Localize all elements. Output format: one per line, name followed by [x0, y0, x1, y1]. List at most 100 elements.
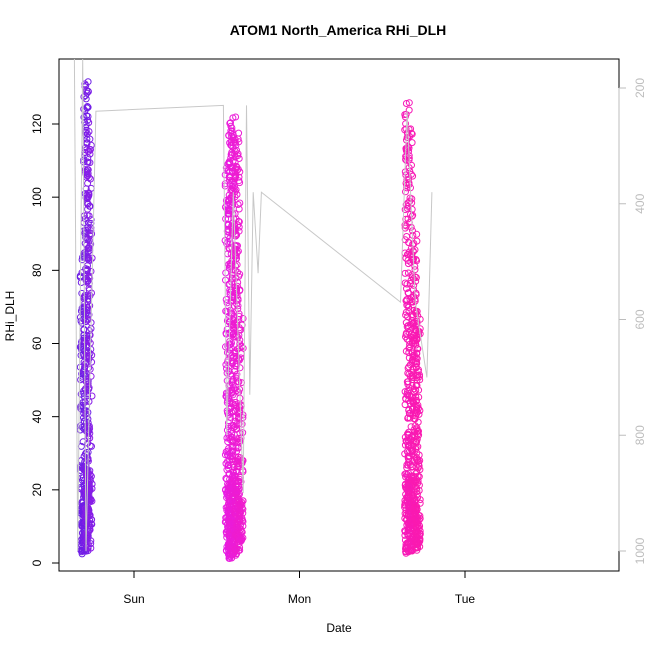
data-point [410, 318, 418, 326]
data-point [231, 348, 239, 356]
data-point [401, 388, 409, 396]
data-point [81, 80, 89, 88]
data-point [404, 380, 412, 388]
y-tick-label: 20 [30, 483, 44, 497]
data-point [87, 146, 94, 153]
data-point [412, 455, 420, 463]
data-point [87, 540, 95, 548]
data-point [233, 248, 241, 256]
data-point [231, 398, 239, 406]
data-point [413, 404, 420, 412]
data-point [236, 168, 244, 176]
data-point [80, 93, 88, 101]
data-point [234, 305, 242, 313]
data-point [85, 128, 93, 135]
data-point [412, 528, 420, 536]
data-point [411, 539, 419, 547]
data-point [401, 206, 409, 214]
data-point [88, 230, 96, 238]
data-point [236, 364, 244, 372]
data-point [86, 467, 94, 475]
data-point [234, 296, 242, 304]
data-point [236, 438, 244, 446]
data-point [234, 378, 242, 386]
data-point [236, 504, 244, 512]
data-point [413, 435, 421, 443]
data-point [402, 188, 409, 196]
data-point [416, 530, 424, 538]
data-point [413, 544, 421, 552]
data-point [234, 410, 242, 418]
data-point [222, 296, 230, 303]
data-point [225, 419, 232, 427]
data-point [80, 340, 87, 348]
data-point [404, 289, 412, 297]
data-point [235, 500, 242, 508]
data-point [405, 239, 413, 247]
data-point [413, 536, 421, 544]
data-point [228, 274, 236, 282]
plot-frame [58, 58, 620, 572]
data-point [412, 393, 420, 401]
data-point [239, 315, 247, 322]
data-point [232, 232, 240, 240]
data-point [87, 267, 95, 275]
data-point [414, 443, 422, 451]
data-point [231, 136, 239, 144]
data-point [414, 430, 422, 438]
data-point [409, 495, 417, 503]
y2-tick-label: 1000 [633, 537, 647, 564]
data-point [228, 202, 236, 210]
data-point [233, 191, 241, 198]
data-point [408, 253, 416, 261]
data-point [412, 354, 420, 362]
data-point [413, 230, 421, 238]
data-point [228, 430, 236, 438]
data-point [416, 515, 424, 522]
y-axis-right: 200 400 600 800 1000 [618, 78, 647, 564]
x-axis: Sun Mon Tue [123, 570, 475, 606]
data-point [87, 175, 94, 183]
data-point [225, 131, 233, 139]
data-point [403, 280, 411, 288]
data-point [409, 286, 417, 294]
data-point [408, 199, 416, 207]
y-tick-label: 120 [30, 114, 44, 134]
data-point [405, 99, 413, 107]
data-point [237, 521, 244, 529]
data-point [411, 273, 419, 281]
data-point [401, 401, 409, 409]
data-point [87, 544, 95, 552]
data-point [411, 262, 419, 270]
data-point [236, 199, 244, 207]
data-point [88, 351, 96, 359]
data-point [416, 512, 424, 520]
y2-tick-label: 400 [633, 193, 647, 213]
data-point [87, 141, 95, 149]
data-point [236, 429, 244, 437]
data-point [84, 248, 92, 256]
data-point [235, 138, 243, 146]
y-tick-label: 80 [30, 263, 44, 277]
y-tick-label: 100 [30, 187, 44, 207]
data-point [84, 226, 92, 234]
data-point [228, 164, 236, 172]
x-tick-label: Mon [288, 592, 311, 606]
data-point [231, 362, 239, 370]
data-point [416, 527, 424, 535]
data-point [87, 219, 95, 227]
data-point [404, 442, 412, 450]
data-point [407, 223, 415, 231]
data-point [83, 135, 91, 143]
data-point [79, 438, 87, 446]
data-point [80, 105, 88, 113]
data-point [80, 342, 88, 350]
data-point [415, 481, 423, 489]
data-point [83, 104, 91, 112]
data-point [237, 500, 244, 508]
data-point [233, 261, 241, 269]
data-point [235, 312, 243, 320]
data-point [404, 547, 412, 555]
data-point [408, 273, 416, 281]
data-point [413, 468, 421, 476]
